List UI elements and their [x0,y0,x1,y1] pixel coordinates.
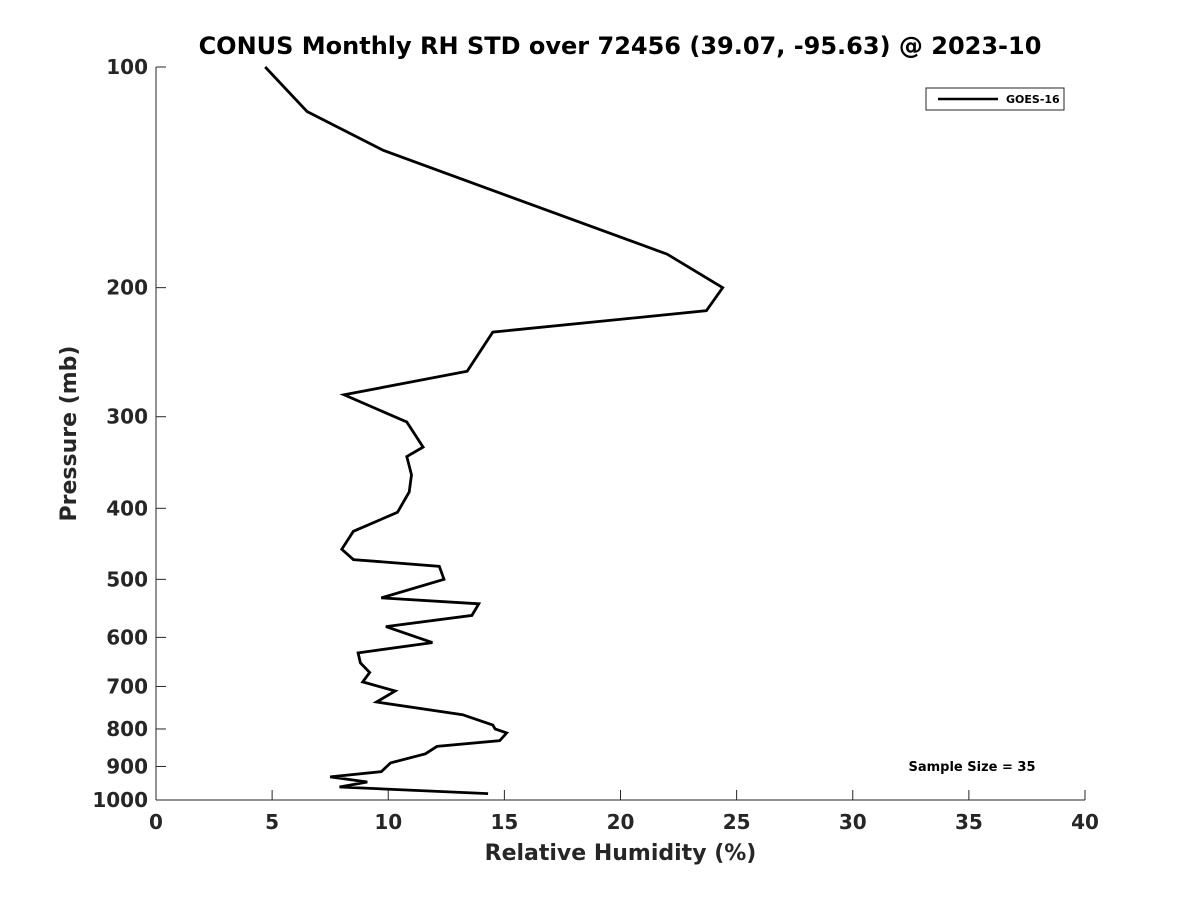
x-tick-label: 25 [723,810,751,834]
x-axis-label: Relative Humidity (%) [485,841,757,866]
legend: GOES-16 [925,87,1065,111]
y-axis-label: Pressure (mb) [57,346,82,522]
chart-title: CONUS Monthly RH STD over 72456 (39.07, … [199,32,1042,60]
x-tick-label: 30 [839,810,867,834]
x-tick-label: 20 [607,810,635,834]
y-tick-label: 100 [106,55,148,79]
series-layer [264,66,725,795]
y-tick-label: 600 [106,625,148,649]
y-tick-label: 500 [106,567,148,591]
y-tick-label: 800 [106,717,148,741]
y-tick-label: 700 [106,674,148,698]
series-line-goes-16 [264,66,725,795]
y-tick-label: 300 [106,405,148,429]
y-tick-label: 400 [106,496,148,520]
x-tick-label: 35 [955,810,983,834]
x-tick-label: 10 [374,810,402,834]
y-tick-label: 900 [106,754,148,778]
y-tick-label: 200 [106,276,148,300]
legend-label-goes-16: GOES-16 [1006,93,1060,106]
y-tick-label: 1000 [92,788,148,812]
x-tick-label: 40 [1071,810,1099,834]
x-tick-label: 0 [149,810,163,834]
sample-size-annotation: Sample Size = 35 [908,760,1035,775]
x-tick-label: 5 [265,810,279,834]
axes: 0 5 10 15 20 25 30 35 40 100 200 300 400 500 600 700 800… [57,55,1099,866]
x-tick-label: 15 [490,810,518,834]
